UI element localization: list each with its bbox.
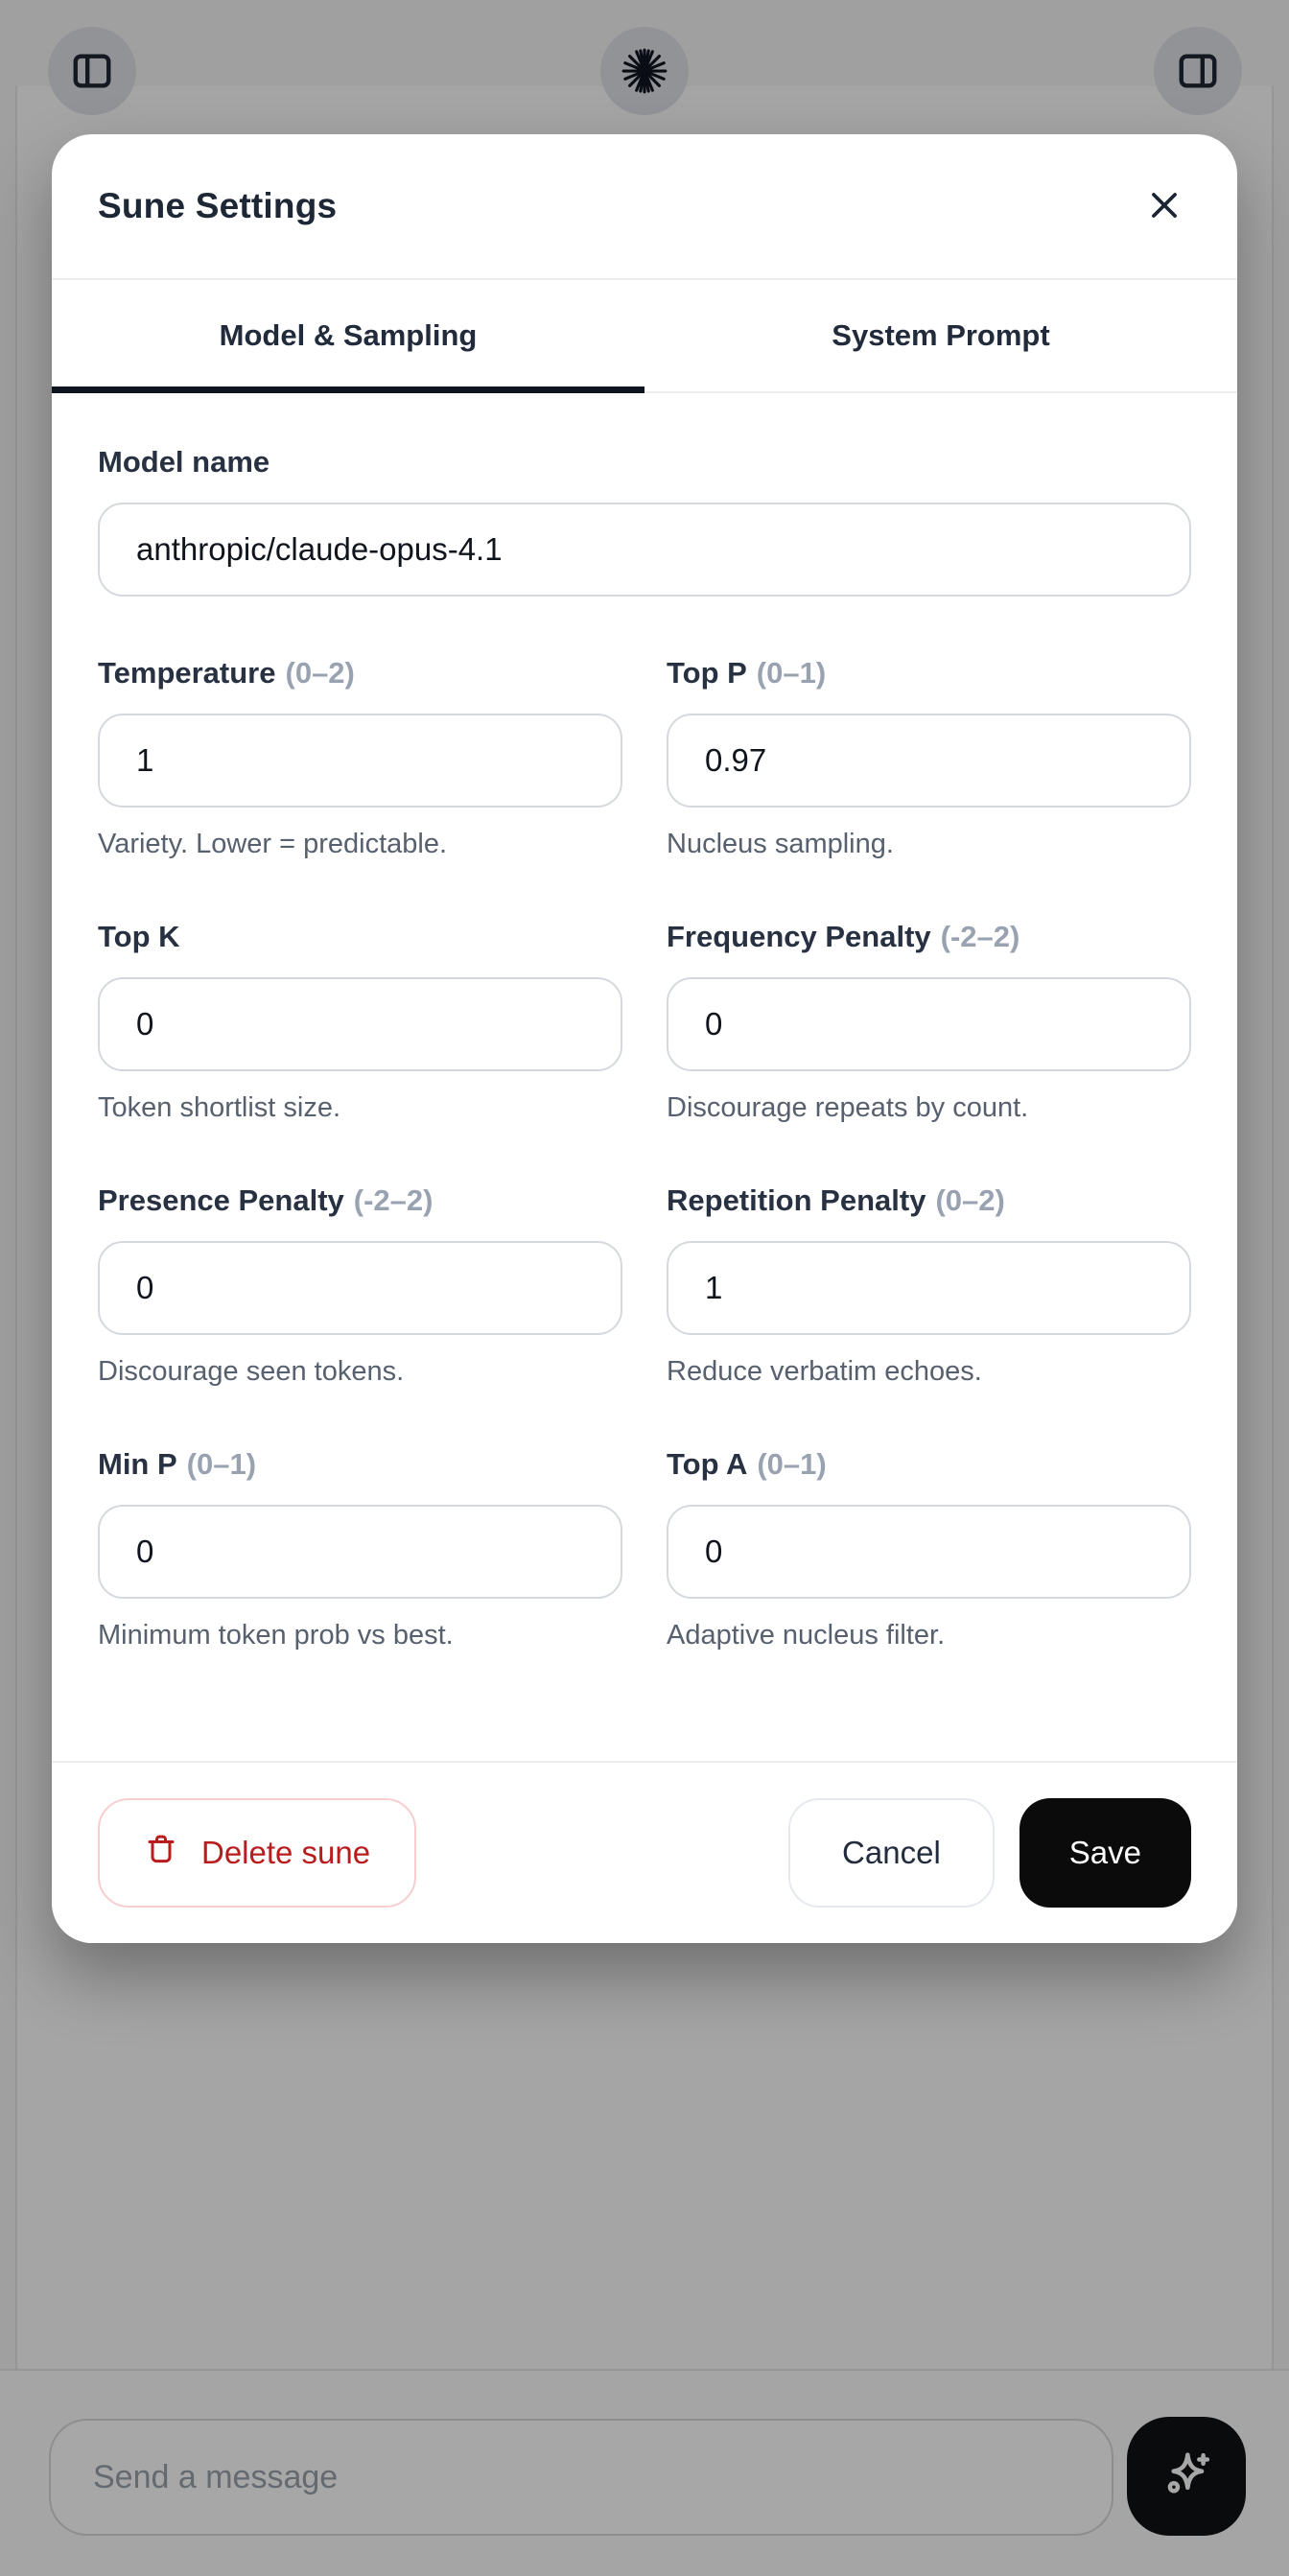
message-input[interactable] xyxy=(49,2419,1113,2536)
frequency-penalty-range: (-2–2) xyxy=(940,920,1020,953)
temperature-range: (0–2) xyxy=(285,656,355,690)
top-p-helper: Nucleus sampling. xyxy=(667,829,894,859)
panel-right-icon xyxy=(1176,49,1220,93)
settings-form: Model name Temperature (0–2) Variety. Low… xyxy=(52,393,1237,1711)
presence-penalty-input[interactable] xyxy=(98,1241,622,1335)
trash-icon xyxy=(144,1832,178,1874)
min-p-input[interactable] xyxy=(98,1505,622,1599)
presence-penalty-group: Presence Penalty (-2–2) Discourage seen t… xyxy=(98,1183,622,1388)
tab-label: Model & Sampling xyxy=(219,318,478,352)
temperature-group: Temperature (0–2) Variety. Lower = predic… xyxy=(98,656,622,860)
top-p-range: (0–1) xyxy=(756,656,827,690)
top-p-input[interactable] xyxy=(667,714,1191,808)
top-k-group: Top K Token shortlist size. xyxy=(98,920,622,1124)
left-sidebar-toggle-button[interactable] xyxy=(48,27,136,115)
presence-penalty-range: (-2–2) xyxy=(353,1183,434,1217)
topbar xyxy=(0,0,1289,142)
min-p-helper: Minimum token prob vs best. xyxy=(98,1620,454,1651)
active-tab-underline xyxy=(52,386,644,393)
repetition-penalty-range: (0–2) xyxy=(935,1183,1005,1217)
temperature-label: Temperature xyxy=(98,656,276,690)
repetition-penalty-helper: Reduce verbatim echoes. xyxy=(667,1356,982,1387)
cancel-button[interactable]: Cancel xyxy=(788,1798,995,1908)
top-k-label: Top K xyxy=(98,920,180,953)
top-p-group: Top P (0–1) Nucleus sampling. xyxy=(667,656,1191,860)
top-k-helper: Token shortlist size. xyxy=(98,1092,341,1123)
sparkle-plus-icon xyxy=(1156,2445,1217,2509)
footer-actions: Cancel Save xyxy=(788,1798,1191,1908)
tab-label: System Prompt xyxy=(832,318,1050,352)
frequency-penalty-group: Frequency Penalty (-2–2) Discourage repea… xyxy=(667,920,1191,1124)
sampling-params-grid: Temperature (0–2) Variety. Lower = predic… xyxy=(98,656,1191,1711)
top-a-helper: Adaptive nucleus filter. xyxy=(667,1620,946,1651)
panel-left-icon xyxy=(70,49,114,93)
model-name-group: Model name xyxy=(98,445,1191,597)
delete-sune-label: Delete sune xyxy=(201,1835,371,1870)
close-button[interactable] xyxy=(1137,179,1191,233)
starburst-home-button[interactable] xyxy=(600,27,689,115)
presence-penalty-label: Presence Penalty xyxy=(98,1183,344,1217)
frequency-penalty-helper: Discourage repeats by count. xyxy=(667,1092,1029,1123)
tab-system-prompt[interactable]: System Prompt xyxy=(644,280,1237,391)
model-name-label: Model name xyxy=(98,445,270,479)
close-icon xyxy=(1146,187,1183,226)
top-k-input[interactable] xyxy=(98,977,622,1071)
send-sparkle-button[interactable] xyxy=(1127,2417,1246,2536)
frequency-penalty-input[interactable] xyxy=(667,977,1191,1071)
min-p-group: Min P (0–1) Minimum token prob vs best. xyxy=(98,1447,622,1651)
dialog-header: Sune Settings xyxy=(52,134,1237,280)
top-a-range: (0–1) xyxy=(757,1447,827,1481)
sune-settings-dialog: Sune Settings Model & Sampling System Pr… xyxy=(52,134,1237,1943)
settings-tabs: Model & Sampling System Prompt xyxy=(52,280,1237,393)
model-name-input[interactable] xyxy=(98,503,1191,597)
right-sidebar-toggle-button[interactable] xyxy=(1154,27,1242,115)
repetition-penalty-group: Repetition Penalty (0–2) Reduce verbatim … xyxy=(667,1183,1191,1388)
frequency-penalty-label: Frequency Penalty xyxy=(667,920,931,953)
tab-model-and-sampling[interactable]: Model & Sampling xyxy=(52,280,644,393)
starburst-icon xyxy=(621,47,668,95)
presence-penalty-helper: Discourage seen tokens. xyxy=(98,1356,405,1387)
delete-sune-button[interactable]: Delete sune xyxy=(98,1798,417,1908)
repetition-penalty-label: Repetition Penalty xyxy=(667,1183,926,1217)
repetition-penalty-input[interactable] xyxy=(667,1241,1191,1335)
dialog-footer: Delete sune Cancel Save xyxy=(52,1761,1237,1943)
temperature-input[interactable] xyxy=(98,714,622,808)
dialog-title: Sune Settings xyxy=(98,186,338,225)
save-button[interactable]: Save xyxy=(1019,1798,1191,1908)
top-a-input[interactable] xyxy=(667,1505,1191,1599)
top-a-group: Top A (0–1) Adaptive nucleus filter. xyxy=(667,1447,1191,1651)
top-p-label: Top P xyxy=(667,656,747,690)
min-p-label: Min P xyxy=(98,1447,177,1481)
temperature-helper: Variety. Lower = predictable. xyxy=(98,829,448,859)
min-p-range: (0–1) xyxy=(186,1447,257,1481)
top-a-label: Top A xyxy=(667,1447,748,1481)
message-composer-bar xyxy=(0,2369,1289,2576)
